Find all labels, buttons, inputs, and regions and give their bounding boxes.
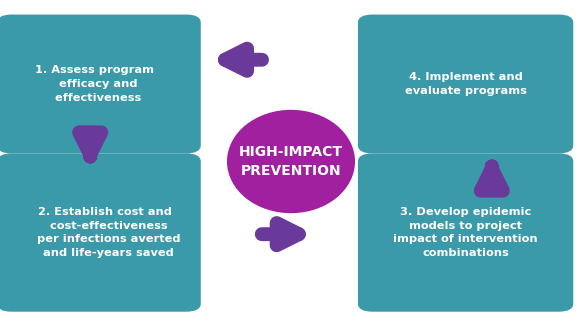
FancyBboxPatch shape	[358, 15, 573, 153]
Text: 3. Develop epidemic
models to project
impact of intervention
combinations: 3. Develop epidemic models to project im…	[393, 207, 538, 258]
FancyBboxPatch shape	[358, 153, 573, 312]
FancyBboxPatch shape	[0, 15, 201, 153]
Text: 4. Implement and
evaluate programs: 4. Implement and evaluate programs	[404, 72, 527, 96]
Text: HIGH-IMPACT
PREVENTION: HIGH-IMPACT PREVENTION	[239, 145, 343, 178]
Text: 2. Establish cost and
  cost-effectiveness
  per infections averted
  and life-y: 2. Establish cost and cost-effectiveness…	[29, 207, 180, 258]
Ellipse shape	[227, 110, 355, 213]
Text: 1. Assess program
  efficacy and
  effectiveness: 1. Assess program efficacy and effective…	[35, 65, 154, 103]
FancyBboxPatch shape	[0, 153, 201, 312]
